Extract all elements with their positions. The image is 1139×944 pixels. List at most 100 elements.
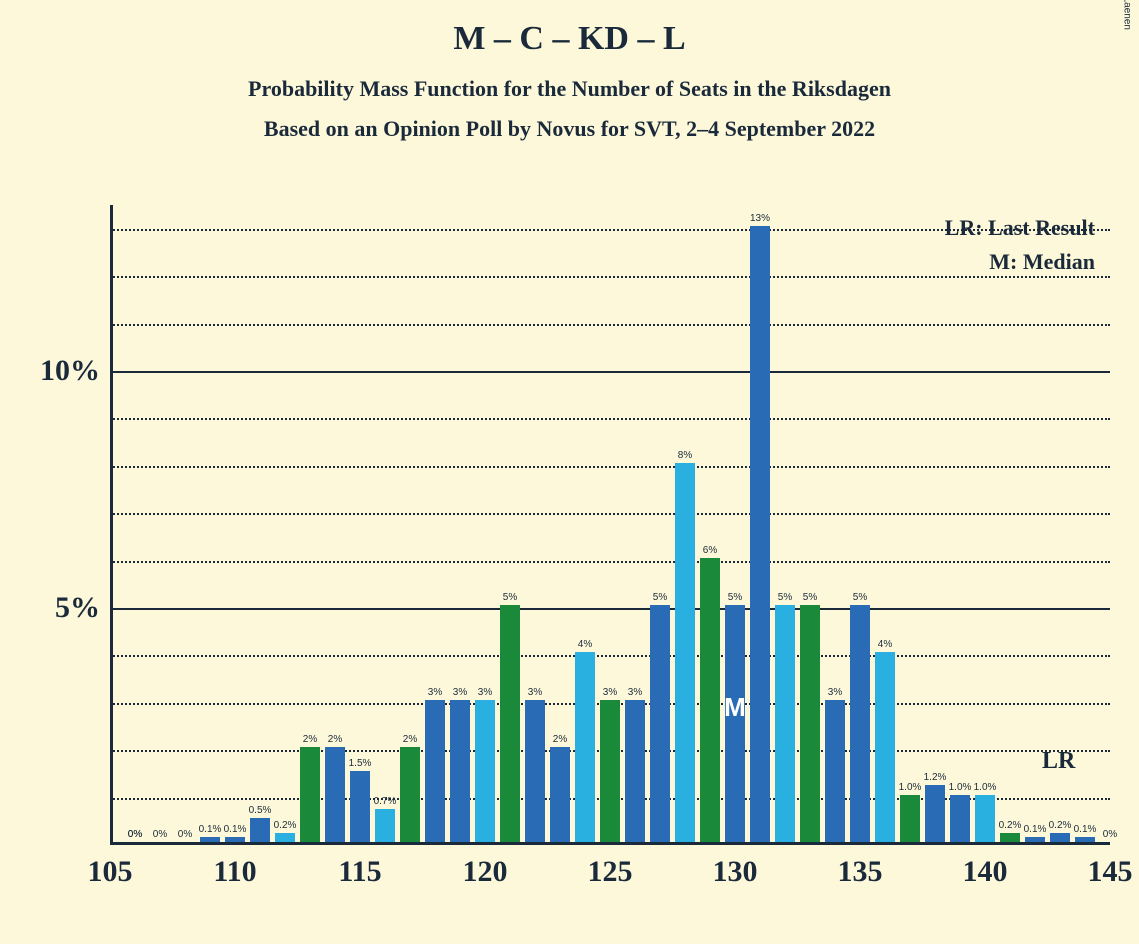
bar-value-label: 3% (603, 687, 617, 698)
bar-value-label: 0.5% (249, 805, 272, 816)
bar-value-label: 1.0% (974, 782, 997, 793)
chart-plot-area: LR: Last Result M: Median 5%10% 10511011… (110, 205, 1110, 845)
bar-value-label: 3% (453, 687, 467, 698)
bar-value-label: 6% (703, 545, 717, 556)
bar-value-label: 1.0% (899, 782, 922, 793)
x-axis-label: 140 (963, 855, 1008, 889)
bar (300, 747, 321, 842)
bar-value-label: 5% (728, 592, 742, 603)
chart-subtitle-2: Based on an Opinion Poll by Novus for SV… (0, 116, 1139, 142)
bar-value-label: 2% (403, 734, 417, 745)
bar-value-label: 3% (528, 687, 542, 698)
gridline-minor (110, 276, 1110, 278)
chart-legend: LR: Last Result M: Median (945, 215, 1095, 283)
gridline-major (110, 608, 1110, 610)
bar-value-label: 1.0% (949, 782, 972, 793)
bar (425, 700, 446, 842)
bar-value-label: 0.1% (224, 824, 247, 835)
bar-value-label: 2% (303, 734, 317, 745)
bar (625, 700, 646, 842)
bar-value-label: 5% (653, 592, 667, 603)
chart-title: M – C – KD – L (0, 20, 1139, 58)
bar (800, 605, 821, 842)
bar-value-label: 0% (178, 829, 192, 840)
bar (225, 837, 246, 842)
bar (275, 833, 296, 842)
x-axis-label: 130 (713, 855, 758, 889)
bar-value-label: 5% (803, 592, 817, 603)
bar (1050, 833, 1071, 842)
y-axis (110, 205, 113, 845)
bar (775, 605, 796, 842)
bar-value-label: 3% (428, 687, 442, 698)
bar (925, 785, 946, 842)
bar-value-label: 3% (828, 687, 842, 698)
bar (200, 837, 221, 842)
bar (950, 795, 971, 842)
bar-value-label: 0.2% (274, 820, 297, 831)
bar-value-label: 4% (878, 639, 892, 650)
bar-value-label: 0.2% (1049, 820, 1072, 831)
bar-value-label: 1.2% (924, 772, 947, 783)
bar-value-label: 0.2% (999, 820, 1022, 831)
bar (375, 809, 396, 842)
gridline-major (110, 371, 1110, 373)
bar-value-label: 0.1% (1024, 824, 1047, 835)
bar (875, 652, 896, 842)
bar-value-label: 0% (1103, 829, 1117, 840)
gridline-minor (110, 561, 1110, 563)
bar (350, 771, 371, 842)
gridline-minor (110, 418, 1110, 420)
bar (900, 795, 921, 842)
bar-value-label: 13% (750, 213, 770, 224)
bar-value-label: 2% (553, 734, 567, 745)
bar (975, 795, 996, 842)
bar (725, 605, 746, 842)
bar (700, 558, 721, 842)
x-axis-label: 135 (838, 855, 883, 889)
x-axis-label: 125 (588, 855, 633, 889)
bar-value-label: 3% (478, 687, 492, 698)
bar (1025, 837, 1046, 842)
gridline-minor (110, 655, 1110, 657)
gridline-minor (110, 229, 1110, 231)
x-axis (110, 842, 1110, 845)
bar-value-label: 0% (153, 829, 167, 840)
gridline-minor (110, 466, 1110, 468)
bar (450, 700, 471, 842)
bar (550, 747, 571, 842)
bar (825, 700, 846, 842)
bar (475, 700, 496, 842)
bar (675, 463, 696, 842)
bar-value-label: 5% (853, 592, 867, 603)
x-axis-label: 105 (88, 855, 133, 889)
bar (500, 605, 521, 842)
bar (1075, 837, 1096, 842)
y-axis-label: 10% (40, 354, 100, 388)
x-axis-label: 145 (1088, 855, 1133, 889)
bar (750, 226, 771, 842)
y-axis-label: 5% (55, 591, 100, 625)
bar (1000, 833, 1021, 842)
bar (650, 605, 671, 842)
x-axis-label: 115 (338, 855, 381, 889)
bar-value-label: 5% (503, 592, 517, 603)
bar-value-label: 4% (578, 639, 592, 650)
x-axis-label: 120 (463, 855, 508, 889)
legend-m: M: Median (945, 249, 1095, 275)
bar (575, 652, 596, 842)
bar-value-label: 2% (328, 734, 342, 745)
bar (600, 700, 621, 842)
bar-value-label: 8% (678, 450, 692, 461)
bar (525, 700, 546, 842)
bar (850, 605, 871, 842)
median-marker: M (724, 692, 746, 723)
bar-value-label: 3% (628, 687, 642, 698)
bar-value-label: 0.7% (374, 796, 397, 807)
bar (250, 818, 271, 842)
chart-subtitle: Probability Mass Function for the Number… (0, 76, 1139, 102)
bar (325, 747, 346, 842)
bar-value-label: 5% (778, 592, 792, 603)
bar-value-label: 0.1% (1074, 824, 1097, 835)
x-axis-label: 110 (213, 855, 256, 889)
